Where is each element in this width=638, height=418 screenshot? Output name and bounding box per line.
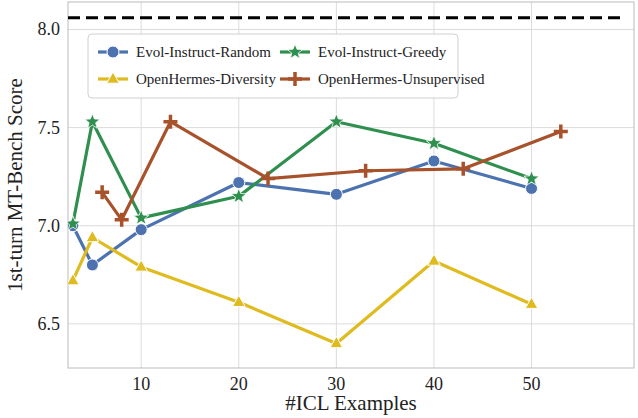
point-marker xyxy=(233,177,245,189)
tick-label: 50 xyxy=(523,374,541,394)
legend: Evol-Instruct-Random Evol-Instruct-Greedy… xyxy=(88,34,485,98)
legend-label: Evol-Instruct-Random xyxy=(136,44,271,60)
point-marker xyxy=(68,274,79,285)
tick-label: 10 xyxy=(132,374,150,394)
grid-line xyxy=(68,29,634,30)
point-marker xyxy=(68,216,80,230)
series-line xyxy=(73,122,532,224)
point-marker xyxy=(428,254,441,265)
grid-line xyxy=(68,127,634,128)
point-marker xyxy=(525,297,538,308)
legend-marker xyxy=(107,72,120,83)
legend-marker xyxy=(107,46,119,58)
point-marker xyxy=(231,188,246,202)
series-line xyxy=(102,122,561,220)
reference-line xyxy=(68,16,626,19)
point-marker xyxy=(428,155,440,167)
legend-marker xyxy=(288,72,302,86)
point-marker xyxy=(232,295,245,306)
point-marker xyxy=(85,114,100,128)
point-marker xyxy=(426,135,441,149)
point-marker xyxy=(163,115,177,129)
legend-box xyxy=(88,34,458,98)
x-axis-label: #ICL Examples xyxy=(285,391,417,415)
point-marker xyxy=(524,171,539,185)
legend-label: OpenHermes-Unsupervised xyxy=(318,71,485,87)
grid-line xyxy=(68,323,634,324)
point-marker xyxy=(135,260,148,271)
point-marker xyxy=(554,125,568,139)
plot-area xyxy=(68,2,634,368)
tick-label: 20 xyxy=(230,374,248,394)
y-axis-label: 1st-turn MT-Bench Score xyxy=(3,78,27,292)
point-marker xyxy=(329,114,344,128)
legend-label: OpenHermes-Diversity xyxy=(136,71,276,87)
tick-label: 40 xyxy=(425,374,443,394)
legend-label: Evol-Instruct-Greedy xyxy=(318,44,447,60)
plot-data xyxy=(68,18,626,348)
point-marker xyxy=(115,213,129,227)
point-marker xyxy=(95,185,109,199)
chart: 6.57.07.58.01020304050#ICL Examples1st-t… xyxy=(0,0,638,418)
point-marker xyxy=(134,210,149,224)
point-marker xyxy=(86,230,99,241)
point-marker xyxy=(330,188,342,200)
legend-marker xyxy=(287,44,302,58)
point-marker xyxy=(135,224,147,236)
tick-label: 7.5 xyxy=(38,118,61,138)
point-marker xyxy=(359,164,373,178)
plot-frame xyxy=(68,2,634,368)
point-marker xyxy=(456,162,470,176)
point-marker xyxy=(261,172,275,186)
tick-label: 7.0 xyxy=(38,216,61,236)
point-marker xyxy=(86,259,98,271)
tick-label: 8.0 xyxy=(38,19,61,39)
series-line xyxy=(73,238,532,344)
point-marker xyxy=(330,336,343,347)
tick-label: 6.5 xyxy=(38,314,61,334)
